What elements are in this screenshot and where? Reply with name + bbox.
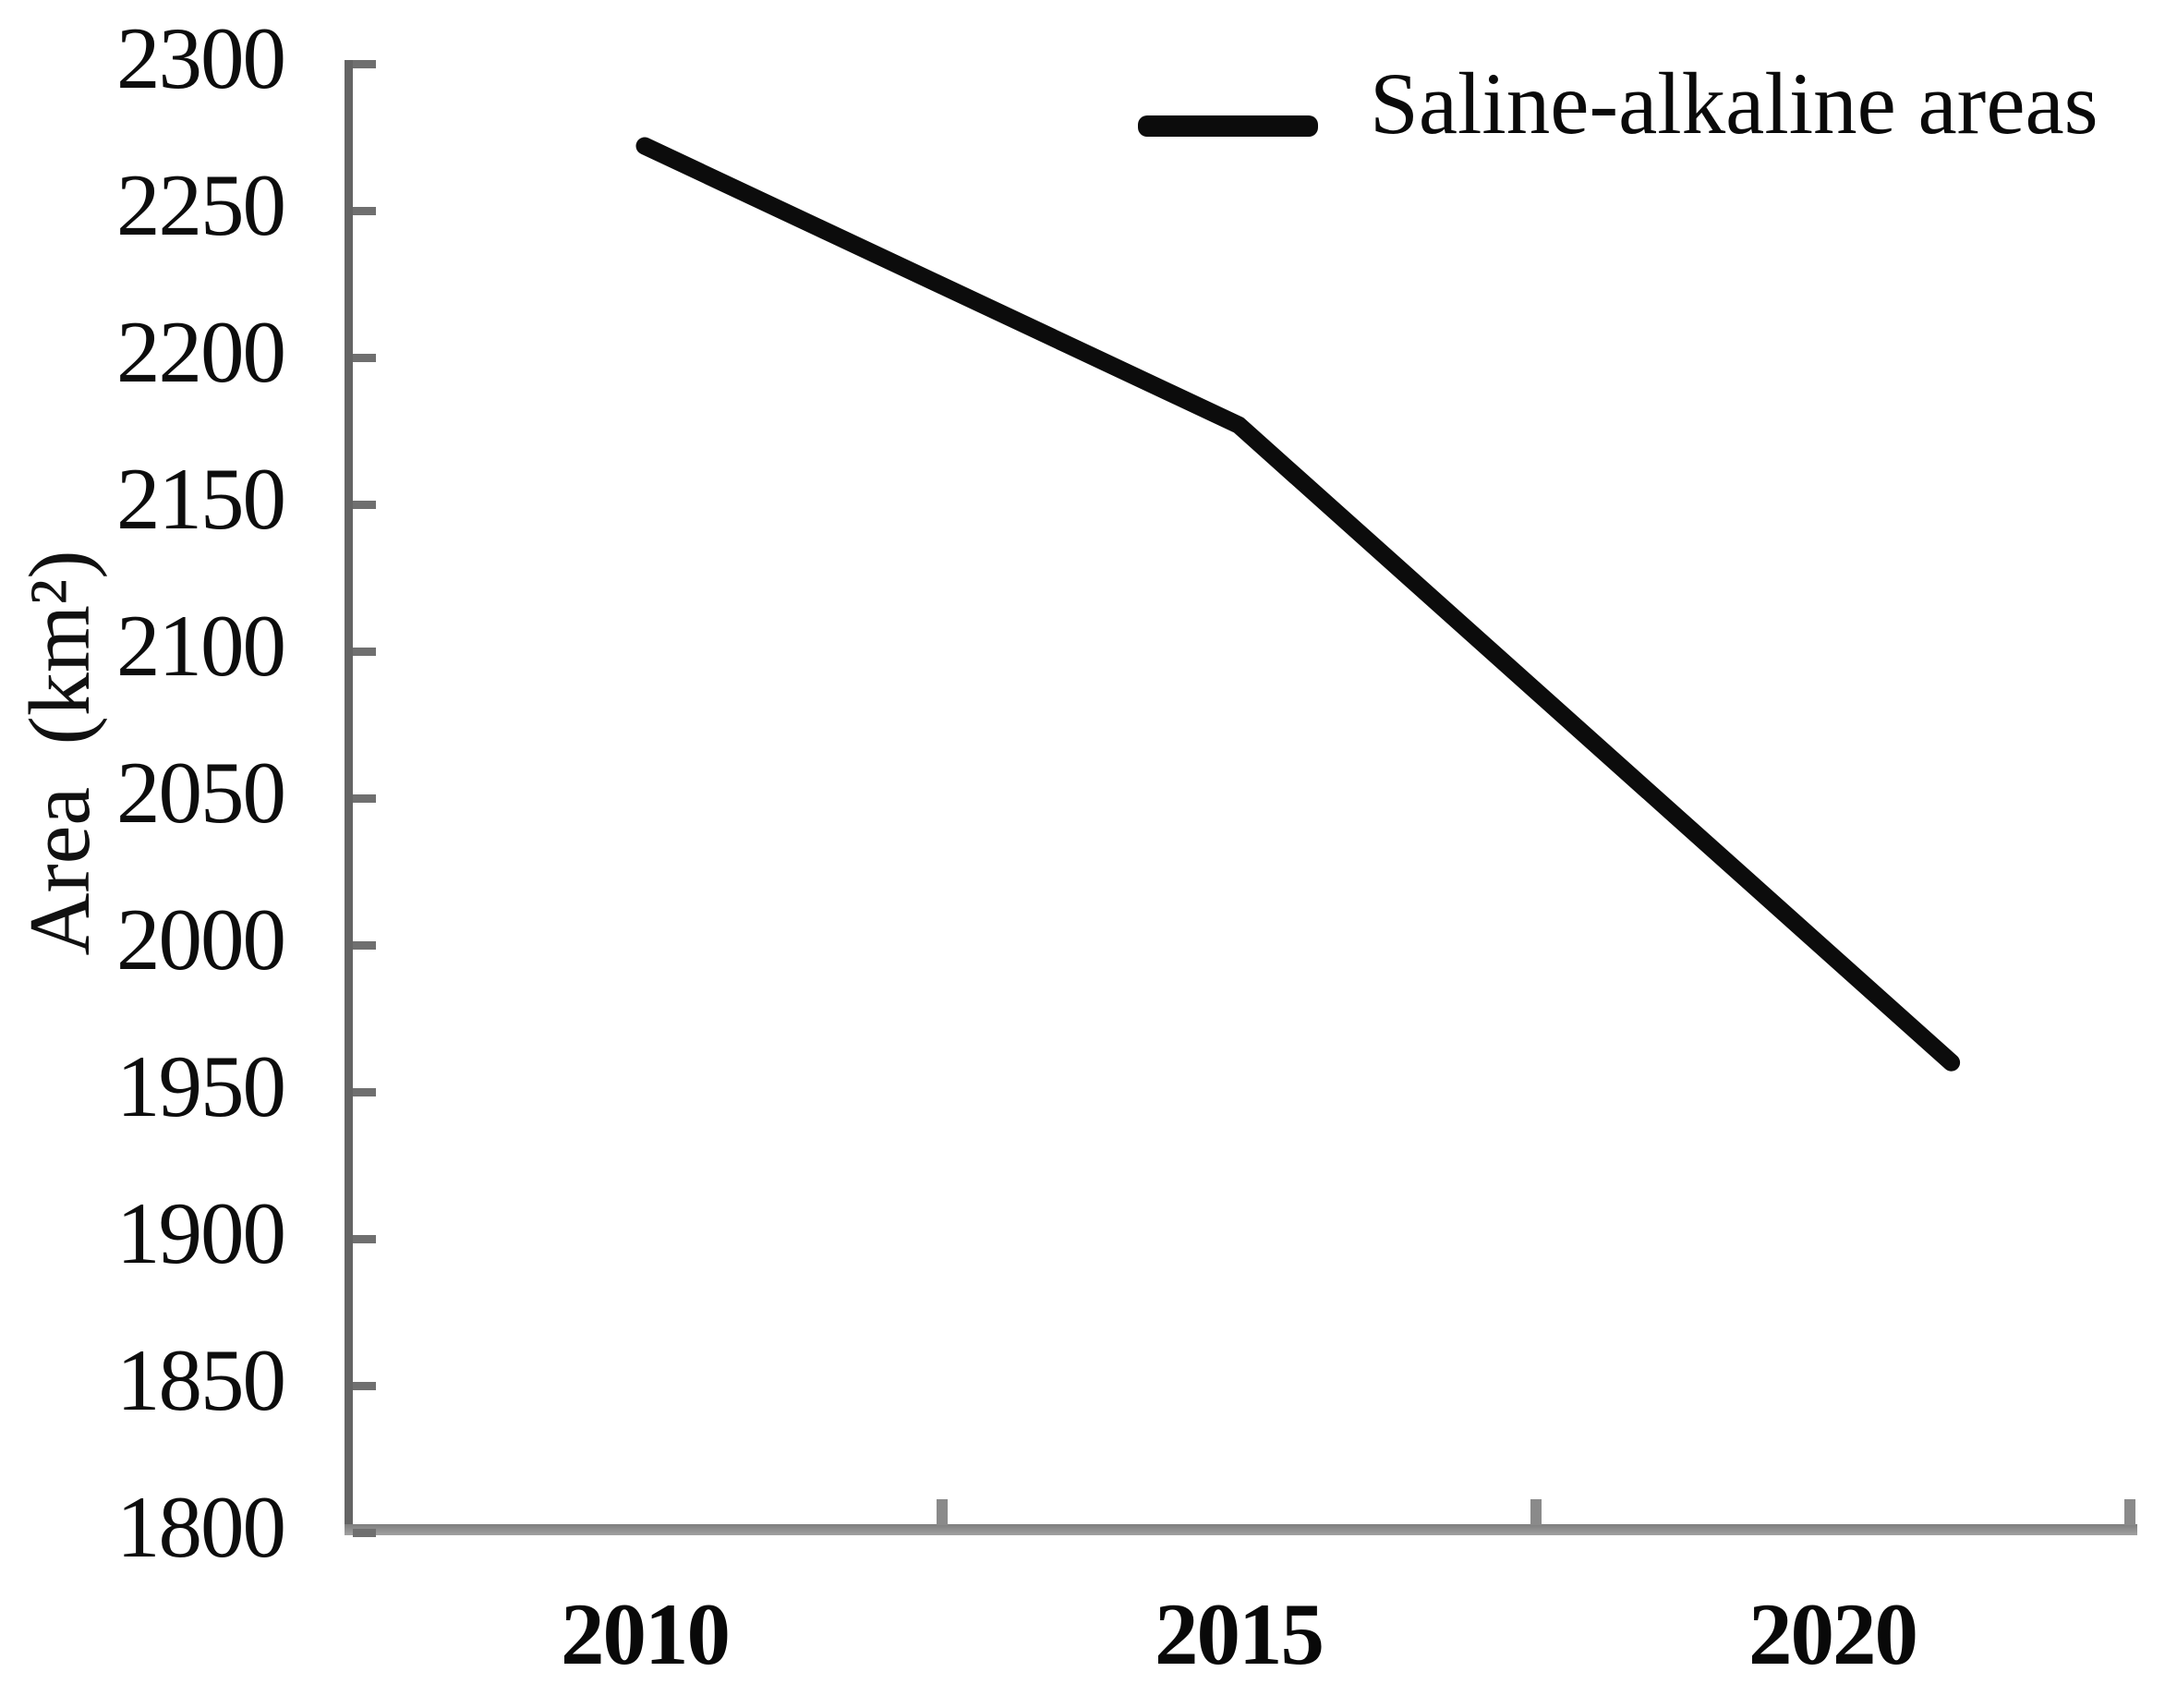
x-tick-label-2010: 2010 <box>561 1585 731 1683</box>
y-tick-label-1850: 1850 <box>116 1331 286 1429</box>
y-axis-title: Area (km²) <box>12 550 108 956</box>
y-tick-label-2050: 2050 <box>116 744 286 842</box>
x-tick-label-2015: 2015 <box>1155 1585 1324 1683</box>
y-tick-1900 <box>353 1235 376 1243</box>
y-tick-2200 <box>353 354 376 362</box>
y-tick-label-2100: 2100 <box>116 597 286 695</box>
legend-line-swatch <box>1138 115 1318 137</box>
y-tick-label-2300: 2300 <box>116 9 286 107</box>
y-tick-2150 <box>353 501 376 509</box>
y-tick-1800 <box>353 1529 376 1537</box>
y-tick-label-1900: 1900 <box>116 1184 286 1282</box>
y-tick-label-2200: 2200 <box>116 303 286 401</box>
y-tick-label-2150: 2150 <box>116 450 286 548</box>
y-tick-2050 <box>353 794 376 803</box>
y-tick-2000 <box>353 941 376 950</box>
x-axis-line <box>345 1524 2137 1535</box>
y-tick-label-2000: 2000 <box>116 890 286 988</box>
y-tick-label-2250: 2250 <box>116 156 286 254</box>
y-tick-label-1800: 1800 <box>116 1478 286 1576</box>
x-tick-1 <box>1530 1499 1542 1525</box>
y-tick-2300 <box>353 60 376 68</box>
x-tick-0 <box>936 1499 948 1525</box>
x-tick-2 <box>2123 1499 2135 1525</box>
x-tick-label-2020: 2020 <box>1748 1585 1918 1683</box>
y-tick-2250 <box>353 207 376 215</box>
legend-label: Saline-alkaline areas <box>1370 55 2098 152</box>
y-tick-1950 <box>353 1088 376 1096</box>
y-tick-2100 <box>353 648 376 656</box>
data-line <box>635 137 1961 1072</box>
y-axis-spine <box>345 60 353 1535</box>
y-tick-label-1950: 1950 <box>116 1037 286 1135</box>
y-tick-1850 <box>353 1382 376 1390</box>
